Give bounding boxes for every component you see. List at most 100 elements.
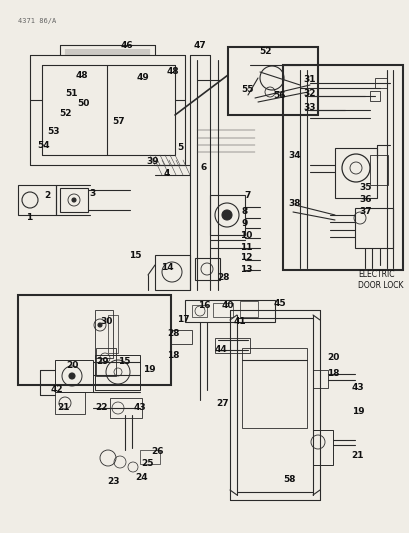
Text: 3: 3: [89, 189, 95, 198]
Bar: [18, 185, 56, 215]
Text: 14: 14: [160, 263, 173, 272]
Text: 32: 32: [303, 88, 315, 98]
Text: 27: 27: [216, 399, 229, 408]
Bar: [108, 315, 118, 353]
Text: 56: 56: [272, 91, 285, 100]
Text: 30: 30: [101, 318, 113, 327]
Circle shape: [98, 323, 102, 327]
Text: 33: 33: [303, 102, 315, 111]
Text: 43: 43: [351, 384, 364, 392]
Text: 10: 10: [239, 231, 252, 240]
Bar: [354, 208, 392, 248]
Text: 50: 50: [76, 99, 89, 108]
Bar: [96, 348, 116, 376]
Bar: [191, 305, 207, 317]
Bar: [209, 195, 245, 235]
Text: 53: 53: [47, 126, 59, 135]
Text: 51: 51: [65, 88, 77, 98]
Text: 4: 4: [164, 169, 170, 179]
Bar: [18, 295, 171, 385]
Text: 48: 48: [76, 70, 88, 79]
Text: 52: 52: [58, 109, 71, 117]
Text: 28: 28: [217, 273, 230, 282]
Text: 11: 11: [239, 243, 252, 252]
Text: 15: 15: [128, 251, 141, 260]
Text: 19: 19: [351, 408, 364, 416]
Bar: [195, 258, 220, 280]
Bar: [214, 338, 249, 353]
Text: 7: 7: [244, 191, 251, 200]
Text: 42: 42: [51, 385, 63, 394]
Text: 39: 39: [146, 157, 159, 166]
Text: 15: 15: [117, 358, 130, 367]
Bar: [369, 155, 387, 185]
Text: 47: 47: [193, 41, 206, 50]
Text: 38: 38: [288, 199, 301, 208]
Text: 58: 58: [283, 475, 296, 484]
Text: 22: 22: [96, 403, 108, 413]
Bar: [184, 300, 274, 322]
Text: 18: 18: [326, 368, 338, 377]
Bar: [334, 148, 376, 198]
Text: 45: 45: [273, 298, 285, 308]
Circle shape: [69, 373, 75, 379]
Text: 48: 48: [166, 68, 179, 77]
Text: 20: 20: [326, 353, 338, 362]
Bar: [241, 348, 306, 428]
Text: ELECTRIC
DOOR LOCK: ELECTRIC DOOR LOCK: [357, 270, 402, 290]
Circle shape: [221, 210, 231, 220]
Text: 34: 34: [288, 150, 301, 159]
Bar: [239, 301, 257, 317]
Text: 25: 25: [142, 459, 154, 469]
Text: 1: 1: [26, 214, 32, 222]
Text: 29: 29: [97, 358, 109, 367]
Text: 54: 54: [38, 141, 50, 150]
Text: 35: 35: [359, 183, 371, 192]
Bar: [213, 303, 232, 317]
Bar: [312, 370, 327, 388]
Text: 40: 40: [221, 301, 234, 310]
Text: 28: 28: [166, 329, 179, 338]
Text: 44: 44: [214, 344, 227, 353]
Text: 52: 52: [258, 47, 271, 56]
Text: 57: 57: [112, 117, 125, 125]
Text: 13: 13: [239, 264, 252, 273]
Text: 21: 21: [351, 450, 363, 459]
Text: 26: 26: [151, 448, 164, 456]
Text: 55: 55: [240, 85, 253, 94]
Bar: [60, 188, 88, 212]
Text: 20: 20: [66, 360, 78, 369]
Text: 18: 18: [166, 351, 179, 359]
Bar: [95, 310, 113, 358]
Text: 43: 43: [133, 403, 146, 413]
Text: 46: 46: [120, 42, 133, 51]
Text: 24: 24: [135, 472, 148, 481]
Text: 17: 17: [176, 314, 189, 324]
Text: 37: 37: [359, 207, 371, 216]
Bar: [227, 47, 317, 115]
Text: 49: 49: [136, 74, 149, 83]
Text: 19: 19: [142, 366, 155, 375]
Bar: [170, 330, 191, 344]
Bar: [312, 430, 332, 465]
Text: 12: 12: [239, 254, 252, 262]
Text: 5: 5: [176, 143, 183, 152]
Text: 8: 8: [241, 207, 247, 216]
Bar: [155, 255, 189, 290]
Bar: [139, 450, 160, 464]
Bar: [55, 392, 85, 414]
Circle shape: [72, 198, 76, 202]
Text: 23: 23: [106, 478, 119, 487]
Text: 6: 6: [200, 164, 207, 173]
Text: 16: 16: [197, 301, 210, 310]
Text: 36: 36: [359, 196, 371, 205]
Text: 4371 86/A: 4371 86/A: [18, 18, 56, 24]
Text: 41: 41: [233, 318, 246, 327]
Bar: [374, 78, 386, 88]
Text: 2: 2: [44, 191, 50, 200]
Bar: [110, 398, 142, 418]
Text: 21: 21: [58, 403, 70, 413]
Bar: [95, 355, 139, 390]
Bar: [282, 65, 402, 270]
Bar: [55, 360, 93, 392]
